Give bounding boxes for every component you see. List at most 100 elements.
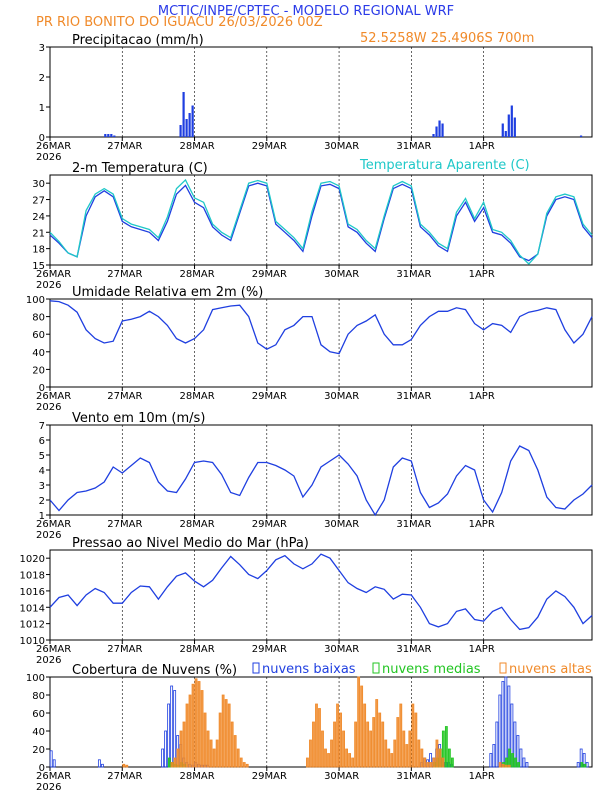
y-tick-label: 6 [39,436,45,447]
y-tick-label: 0 [39,383,45,394]
bar [197,681,201,768]
x-tick-label: 26MAR [36,771,71,782]
panel-title: Precipitacao (mm/h) [72,33,204,48]
bar [173,690,177,768]
bar [200,690,204,768]
bar [306,757,309,768]
series-line [49,553,593,631]
bar [501,123,504,137]
x-tick-label: 31MAR [396,519,431,530]
bar [393,739,397,768]
x-year-label: 2026 [36,655,61,666]
x-tick-label: 1APR [469,391,495,402]
bar [230,721,234,768]
bar [245,763,249,768]
panel-frame [49,676,593,768]
bar [209,739,213,768]
y-tick-label: 0 [39,133,45,144]
x-tick-label: 1APR [469,644,495,655]
bar [432,757,436,768]
y-tick-label: 100 [26,295,45,306]
x-tick-label: 28MAR [180,771,215,782]
legend-label: nuvens baixas [262,662,356,677]
x-tick-label: 30MAR [324,141,359,152]
y-tick-label: 1016 [20,587,45,598]
x-tick-label: 31MAR [396,391,431,402]
bar [107,134,110,137]
bar [206,730,210,768]
y-tick-label: 5 [39,451,45,462]
x-year-label: 2026 [36,280,61,291]
y-tick-label: 60 [32,709,45,720]
x-tick-label: 1APR [469,141,495,152]
bar [321,730,324,768]
bar [339,712,342,768]
bar [182,92,185,137]
bar [450,757,454,768]
x-tick-label: 26MAR [36,141,71,152]
x-tick-label: 28MAR [180,141,215,152]
x-tick-label: 29MAR [252,269,287,280]
bar [309,739,312,768]
bar [170,762,174,768]
bar [579,135,583,137]
x-tick-label: 30MAR [324,644,359,655]
bar [179,125,182,137]
bar [390,753,394,768]
legend-label: nuvens medias [382,662,481,677]
bar [348,753,352,768]
bar [161,748,165,768]
x-tick-label: 31MAR [396,644,431,655]
x-tick-label: 31MAR [396,141,431,152]
legend-label: nuvens altas [509,662,592,677]
bar [233,735,237,768]
bar [176,748,180,768]
y-tick-label: 1012 [20,620,45,631]
x-tick-label: 27MAR [107,771,142,782]
y-tick-label: 80 [32,313,45,324]
bar [435,739,439,768]
bar [97,759,101,768]
bar [167,703,171,768]
bar [426,762,430,768]
bar [173,757,177,768]
bar [498,694,502,768]
y-tick-label: 24 [32,212,45,223]
bar [52,759,56,768]
x-tick-label: 29MAR [252,141,287,152]
bar [113,135,116,137]
y-tick-label: 27 [32,196,45,207]
x-tick-label: 26MAR [36,269,71,280]
bar [411,703,415,768]
y-tick-label: 2 [39,496,45,507]
bar [372,717,376,768]
x-tick-label: 28MAR [180,519,215,530]
bar [170,685,174,768]
x-tick-label: 28MAR [180,391,215,402]
y-tick-label: 30 [32,179,45,190]
panel-1: 0 1 2 3 26MAR 27MAR 28MAR 29MAR 30MAR 31MAR 1APR 20… [36,33,593,163]
bar [236,748,240,768]
bar [583,763,587,768]
panel-frame [49,298,593,388]
bar [336,703,339,768]
x-tick-label: 31MAR [396,771,431,782]
bar [414,712,418,768]
y-tick-label: 20 [32,365,45,376]
bar [185,119,188,137]
bar [330,739,333,768]
bar [495,721,499,768]
x-tick-label: 28MAR [180,644,215,655]
bar [191,683,195,768]
bar [218,712,222,768]
bar [185,703,189,768]
bar [182,721,186,768]
bar [375,699,379,768]
bar [504,676,508,768]
bar [507,114,510,137]
bar [432,134,435,137]
bar [447,748,451,768]
bar [513,117,516,137]
y-tick-label: 20 [32,745,45,756]
header-location: PR RIO BONITO DO IGUACU 26/03/2026 00Z [36,15,323,30]
